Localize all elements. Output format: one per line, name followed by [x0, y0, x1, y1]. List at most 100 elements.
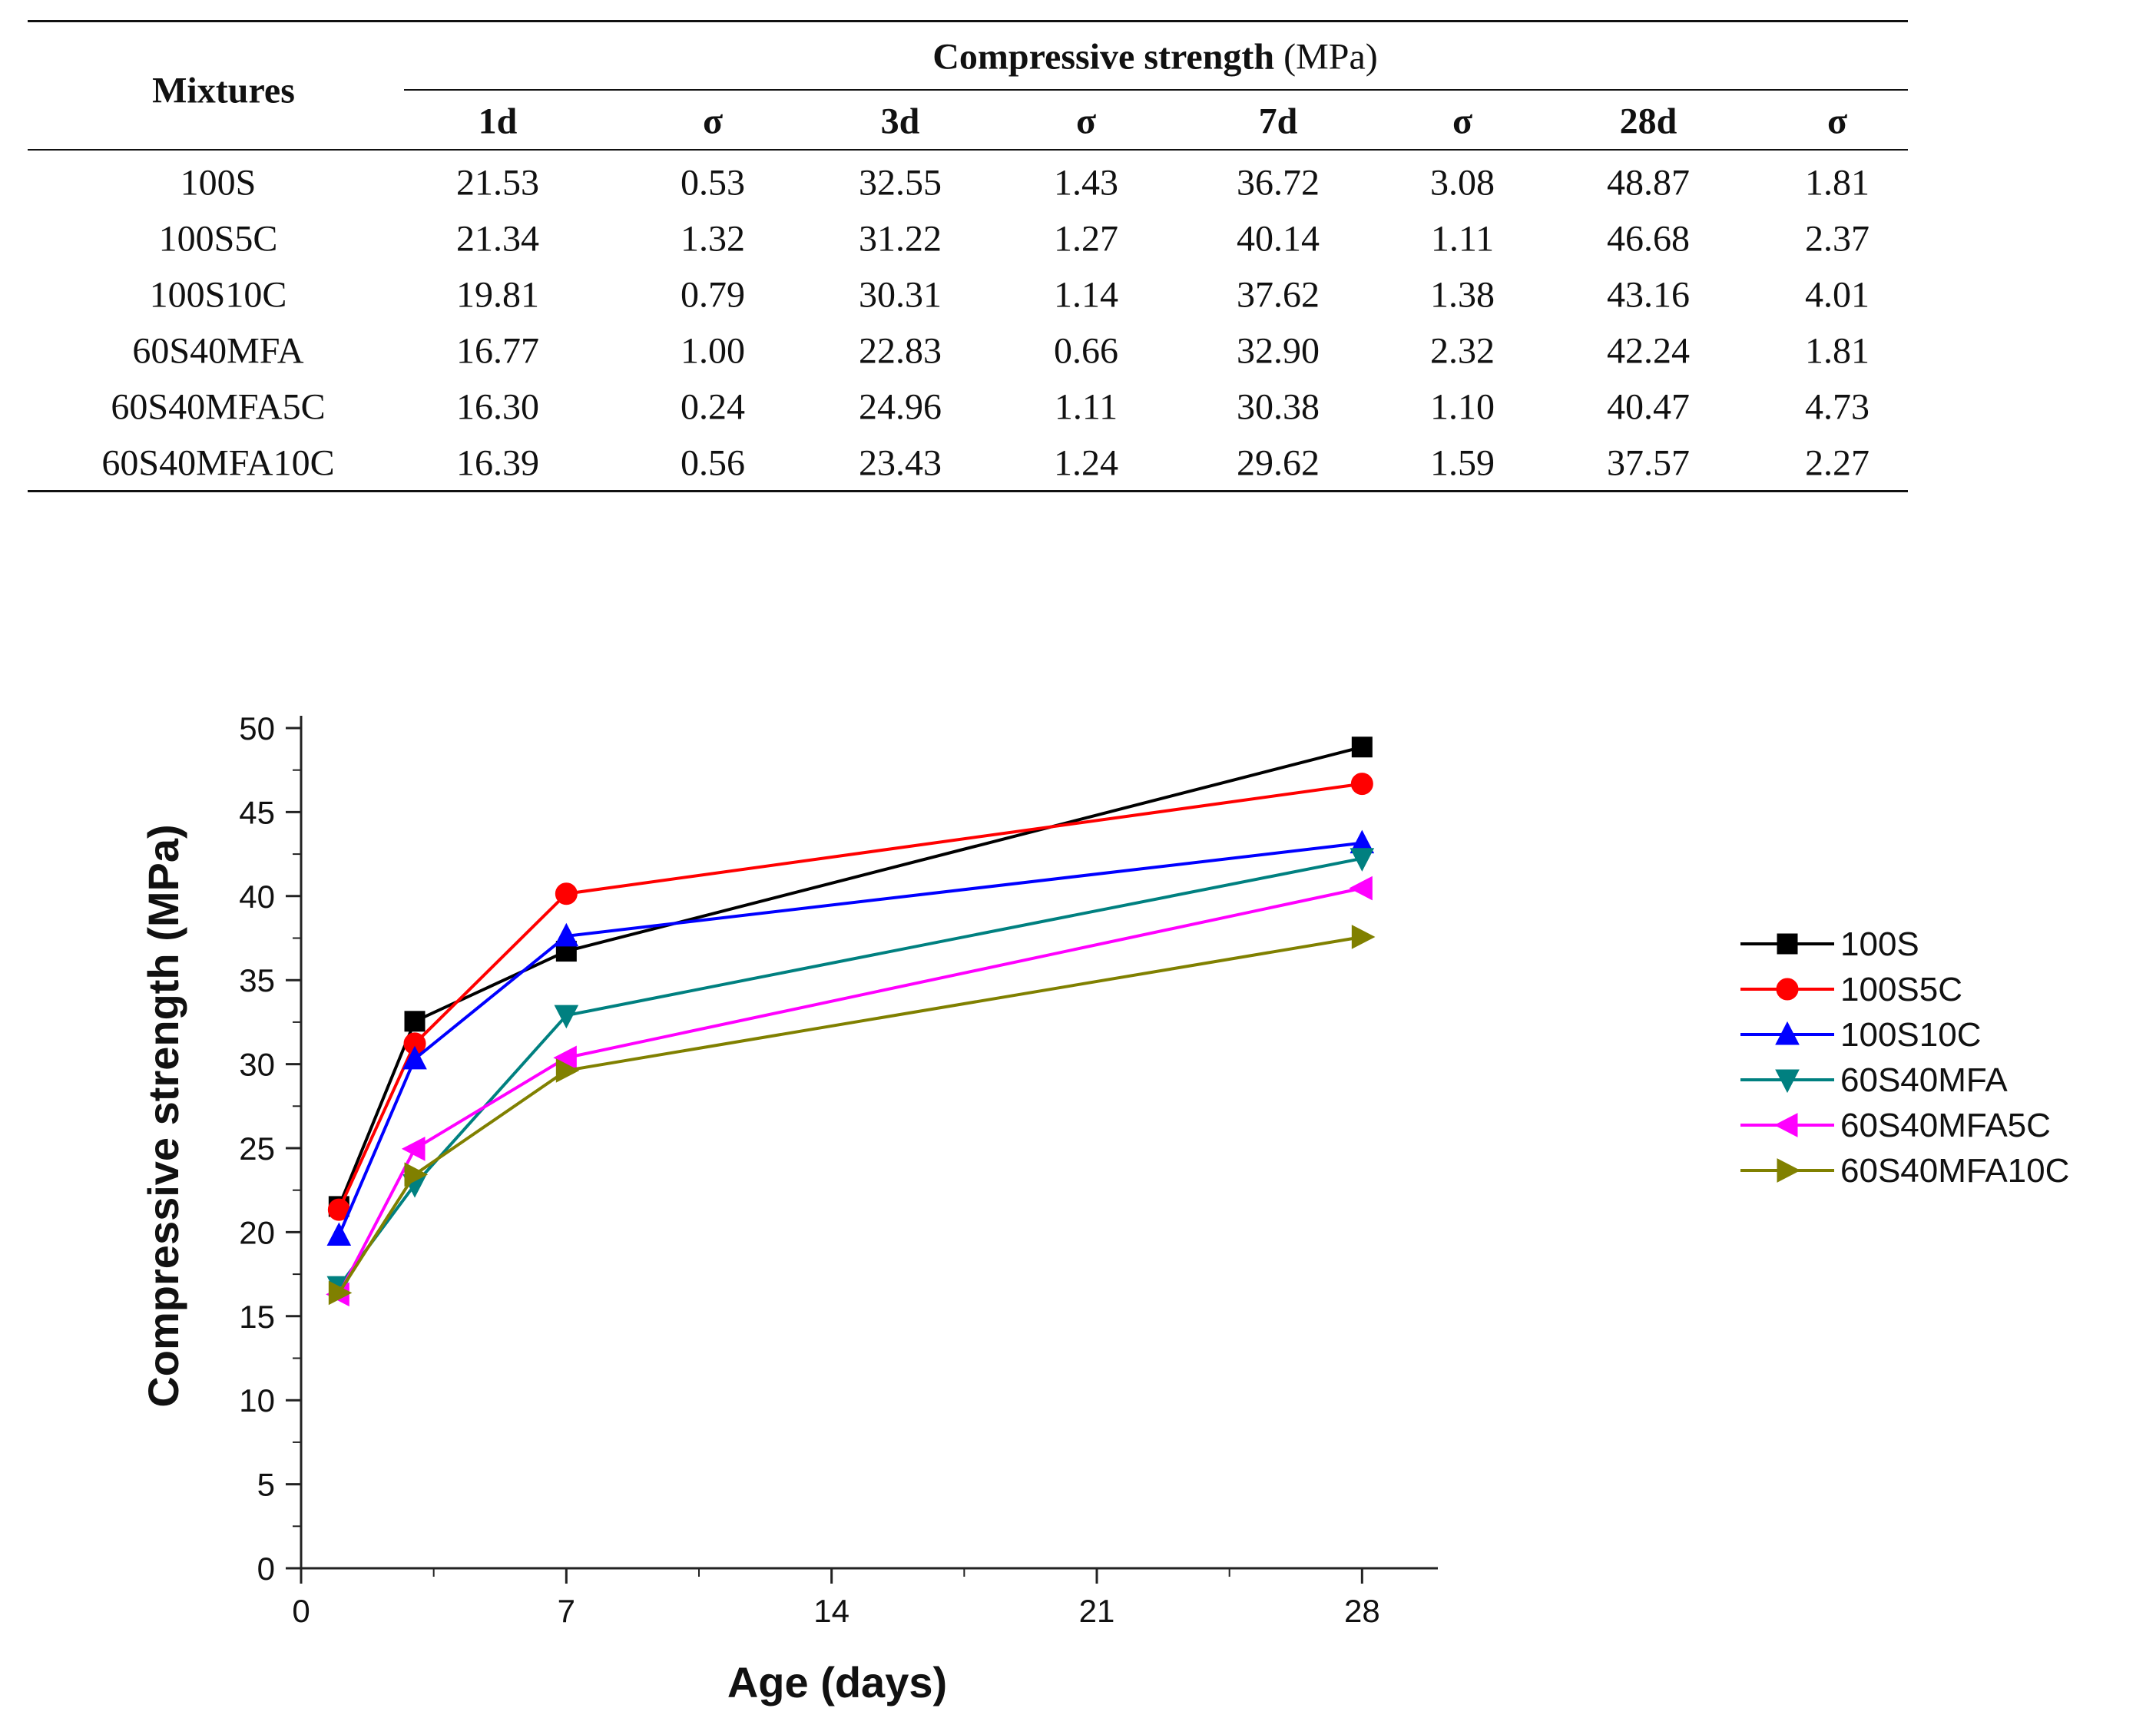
table-cell: 19.81: [456, 274, 539, 316]
y-axis-label: Compressive strength (MPa): [139, 824, 187, 1407]
data-point: [404, 1162, 429, 1187]
data-point: [1351, 925, 1376, 949]
data-point: [404, 1011, 426, 1032]
table-cell: 2.32: [1430, 330, 1495, 372]
table-cell: 21.34: [456, 218, 539, 260]
series-100S: [328, 737, 1373, 1217]
column-header: σ: [1452, 101, 1473, 142]
table-cell: 2.27: [1805, 442, 1870, 484]
row-label: 60S40MFA: [132, 330, 304, 372]
legend-entry: 100S10C: [1740, 1016, 1981, 1054]
data-point: [555, 1058, 580, 1083]
series-60S40MFA: [326, 848, 1375, 1300]
y-tick-label: 45: [239, 794, 275, 830]
table-cell: 0.56: [681, 442, 745, 484]
legend-label: 60S40MFA10C: [1840, 1152, 2069, 1190]
data-point: [1350, 848, 1375, 872]
table-cell: 29.62: [1237, 442, 1320, 484]
chart-legend: 100S 100S5C 100S10C 60S40MFA 60S40MFA5C 60S40…: [1740, 925, 2069, 1190]
table-cell: 48.87: [1607, 162, 1690, 204]
table-cell: 42.24: [1607, 330, 1690, 372]
legend-marker: [1775, 1021, 1800, 1045]
series-line: [337, 841, 1363, 1236]
table-cell: 4.01: [1805, 274, 1870, 316]
table-cell: 1.32: [681, 218, 745, 260]
legend-label: 60S40MFA: [1840, 1061, 2008, 1099]
table-group-rule: [404, 89, 1908, 91]
data-point: [402, 1045, 427, 1070]
y-tick-label: 30: [239, 1047, 275, 1083]
table-cell: 30.38: [1237, 386, 1320, 428]
legend-entry: 60S40MFA5C: [1740, 1107, 2051, 1144]
table-cell: 46.68: [1607, 218, 1690, 260]
table-cell: 37.57: [1607, 442, 1690, 484]
chart-axes: 0 5 10 15 20 25 30 35 40 45 50 0 7 14 21 28: [239, 710, 1438, 1629]
data-point: [1350, 773, 1373, 796]
legend-label: 60S40MFA5C: [1840, 1107, 2051, 1144]
row-label: 100S: [180, 162, 257, 204]
legend-entry: 60S40MFA: [1740, 1061, 2008, 1099]
legend-marker: [1776, 978, 1799, 1001]
column-header: σ: [702, 101, 724, 142]
table-cell: 0.79: [681, 274, 745, 316]
legend-entry: 100S: [1740, 925, 1919, 963]
x-axis-label: Age (days): [727, 1658, 947, 1706]
table-cell: 1.24: [1054, 442, 1118, 484]
legend-label: 100S: [1840, 925, 1919, 963]
data-point: [554, 1005, 579, 1029]
table-cell: 3.08: [1430, 162, 1495, 204]
strength-table: Mixtures Compressive strength (MPa) 1d σ 3…: [28, 20, 1908, 492]
table-cell: 43.16: [1607, 274, 1690, 316]
group-header-unit: (MPa): [1274, 36, 1378, 78]
legend-marker: [1775, 1069, 1800, 1094]
y-tick-label: 25: [239, 1130, 275, 1167]
legend-marker: [1777, 1158, 1801, 1183]
table-cell: 1.14: [1054, 274, 1118, 316]
table-cell: 1.43: [1054, 162, 1118, 204]
table-bottom-rule: [28, 490, 1908, 492]
data-point: [1349, 876, 1373, 901]
table-header-rule: [28, 149, 1908, 151]
data-point: [326, 1222, 352, 1246]
table-row-header: Mixtures: [152, 70, 295, 111]
legend-entry: 100S5C: [1740, 971, 1962, 1008]
y-tick-label: 5: [257, 1467, 275, 1503]
series-60S40MFA5C: [326, 876, 1373, 1307]
series-line: [337, 745, 1363, 1207]
table-cell: 4.73: [1805, 386, 1870, 428]
table-cell: 1.00: [681, 330, 745, 372]
table-cell: 0.53: [681, 162, 745, 204]
table-cell: 2.37: [1805, 218, 1870, 260]
series-line: [337, 782, 1363, 1210]
table-cell: 30.31: [859, 274, 942, 316]
y-tick-label: 40: [239, 879, 275, 915]
series-line: [337, 935, 1363, 1294]
series-100S5C: [327, 773, 1373, 1221]
table-cell: 22.83: [859, 330, 942, 372]
table-cell: 21.53: [456, 162, 539, 204]
data-point: [328, 1280, 353, 1306]
chart-series: [326, 737, 1376, 1307]
y-tick-label: 50: [239, 710, 275, 746]
table-cell: 23.43: [859, 442, 942, 484]
table-cell: 1.59: [1430, 442, 1495, 484]
table-cell: 1.27: [1054, 218, 1118, 260]
data-point: [401, 1137, 426, 1161]
row-label: 100S5C: [158, 218, 278, 260]
series-line: [337, 886, 1363, 1296]
table-cell: 31.22: [859, 218, 942, 260]
x-tick-label: 21: [1079, 1593, 1115, 1629]
column-header: 28d: [1619, 101, 1677, 142]
table-cell: 1.81: [1805, 162, 1870, 204]
table-group-header: Compressive strength (MPa): [932, 36, 1378, 78]
y-tick-label: 10: [239, 1382, 275, 1418]
table-cell: 0.66: [1054, 330, 1118, 372]
group-header-title: Compressive strength: [932, 36, 1275, 78]
table-cell: 1.81: [1805, 330, 1870, 372]
column-header: 1d: [478, 101, 518, 142]
series-100S10C: [326, 829, 1375, 1246]
y-tick-label: 35: [239, 962, 275, 998]
table-cell: 1.38: [1430, 274, 1495, 316]
data-point: [555, 882, 578, 905]
